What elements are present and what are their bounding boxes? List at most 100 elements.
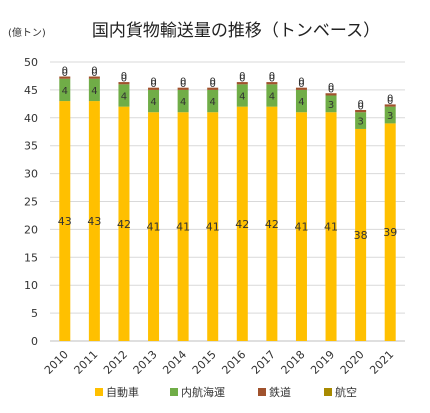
bar-segment <box>384 123 396 341</box>
data-label: 0 <box>357 101 363 112</box>
x-axis-ticks: 2010 2011 2012 2013 2014 2015 2016 2017 2018 2019… <box>42 348 396 377</box>
y-tick-label: 45 <box>24 84 38 97</box>
data-label: 0 <box>298 79 304 90</box>
bar-segment <box>88 78 100 102</box>
data-label: 42 <box>117 218 131 231</box>
bar-segment <box>355 109 367 113</box>
data-label: 43 <box>87 215 101 228</box>
bar-segment <box>325 93 337 96</box>
data-label: 0 <box>62 66 68 77</box>
y-tick-label: 50 <box>24 56 38 69</box>
data-label: 4 <box>121 91 127 102</box>
y-tick-label: 40 <box>24 112 38 125</box>
data-label: 41 <box>206 221 220 234</box>
bar-segment <box>207 112 219 341</box>
data-label: 0 <box>387 96 393 107</box>
data-label: 43 <box>58 215 72 228</box>
data-label: 3 <box>328 100 334 111</box>
data-label: 0 <box>298 77 304 88</box>
data-label: 39 <box>383 226 397 239</box>
bar-segment <box>295 112 307 341</box>
data-label: 0 <box>269 74 275 85</box>
data-label: 41 <box>147 221 161 234</box>
data-label: 4 <box>62 86 68 97</box>
bar-segment <box>88 76 100 79</box>
data-label: 4 <box>239 91 245 102</box>
y-axis-unit-label: (億トン) <box>8 26 46 39</box>
bar-segment <box>355 112 367 129</box>
x-tick-label: 2017 <box>249 348 278 377</box>
x-tick-label: 2013 <box>131 348 160 377</box>
data-label: 0 <box>328 82 334 93</box>
x-tick-label: 2020 <box>338 348 367 377</box>
bar-segment <box>88 101 100 341</box>
bar-segment <box>384 106 396 124</box>
bar-segment <box>207 87 219 90</box>
bar-segment <box>148 87 160 90</box>
data-label: 42 <box>235 218 249 231</box>
data-label: 0 <box>239 71 245 82</box>
data-label: 0 <box>328 85 334 96</box>
data-label: 0 <box>357 99 363 110</box>
x-tick-label: 2021 <box>367 348 396 377</box>
legend-swatch <box>258 388 266 396</box>
data-label: 4 <box>180 97 186 108</box>
y-tick-label: 15 <box>24 251 38 264</box>
bar-segment <box>177 112 189 341</box>
bar-segment <box>148 112 160 341</box>
legend-swatch <box>324 388 332 396</box>
data-label: 42 <box>265 218 279 231</box>
bar-segment <box>266 106 278 341</box>
data-label: 0 <box>210 77 216 88</box>
x-tick-label: 2012 <box>101 348 130 377</box>
bar-segment <box>148 89 160 113</box>
data-label: 0 <box>210 79 216 90</box>
bar-segment <box>355 128 367 341</box>
bar-segment <box>325 112 337 341</box>
bar-segment <box>236 106 248 341</box>
bar-segment <box>59 76 71 79</box>
y-tick-label: 0 <box>31 335 38 348</box>
bar-segment <box>325 95 337 113</box>
legend-swatch <box>170 388 178 396</box>
data-label: 0 <box>180 79 186 90</box>
bar-segment <box>295 89 307 113</box>
legend-label: 自動車 <box>106 385 139 399</box>
bar-segment <box>384 104 396 107</box>
data-labels: 4340043400424004140041400414004240042400… <box>58 66 397 242</box>
bar-segment <box>207 89 219 113</box>
data-label: 4 <box>91 86 97 97</box>
data-label: 38 <box>354 229 368 242</box>
chart-title: 国内貨物輸送量の推移（トンベース） <box>92 21 380 41</box>
data-label: 0 <box>239 74 245 85</box>
bar-segment <box>118 82 130 85</box>
bar-segment <box>59 101 71 341</box>
y-axis-ticks: 0 5 10 15 20 25 30 35 40 45 50 <box>24 56 38 348</box>
x-tick-label: 2016 <box>219 348 248 377</box>
data-label: 3 <box>357 117 363 128</box>
y-tick-label: 30 <box>24 168 38 181</box>
legend-label: 航空 <box>335 385 357 399</box>
data-label: 0 <box>269 71 275 82</box>
y-tick-label: 20 <box>24 223 38 236</box>
x-tick-label: 2011 <box>72 348 101 377</box>
x-tick-label: 2018 <box>279 348 308 377</box>
y-tick-label: 10 <box>24 279 38 292</box>
data-label: 4 <box>210 97 216 108</box>
data-label: 41 <box>294 221 308 234</box>
bar-segment <box>177 89 189 113</box>
data-label: 41 <box>176 221 190 234</box>
data-label: 4 <box>298 97 304 108</box>
legend-swatch <box>95 388 103 396</box>
legend: 自動車 内航海運 鉄道 航空 <box>95 385 357 399</box>
legend-label: 鉄道 <box>269 385 291 399</box>
bar-segment <box>266 82 278 85</box>
bar-segment <box>59 78 71 102</box>
data-label: 4 <box>269 91 275 102</box>
x-tick-label: 2019 <box>308 348 337 377</box>
y-tick-label: 5 <box>31 307 38 320</box>
data-label: 0 <box>91 68 97 79</box>
bar-segment <box>236 82 248 85</box>
bar-segment <box>118 106 130 341</box>
